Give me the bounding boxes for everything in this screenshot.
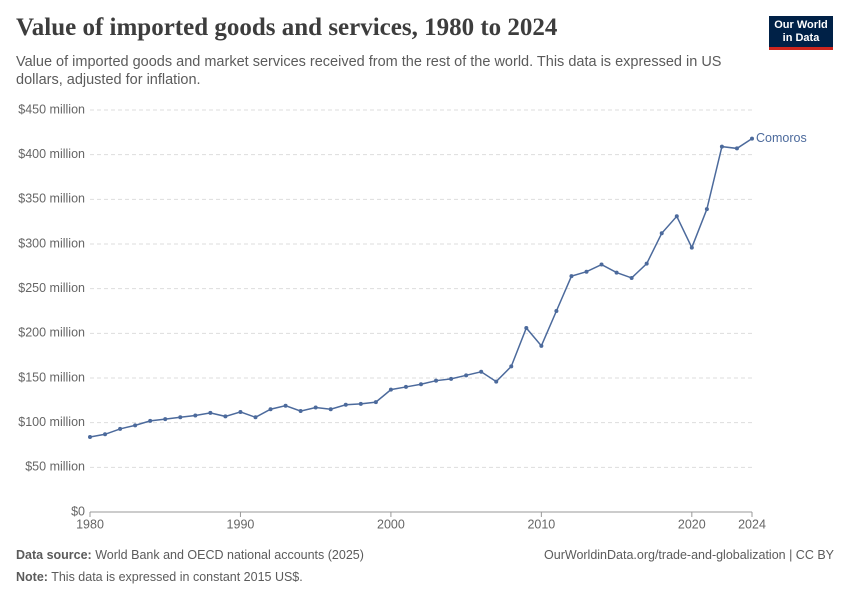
y-tick-label: $300 million (18, 236, 85, 250)
source-text: World Bank and OECD national accounts (2… (95, 548, 364, 562)
point (118, 426, 123, 431)
point (539, 343, 544, 348)
logo-line: Our World (774, 19, 828, 31)
x-tick-label: 2024 (738, 517, 766, 531)
x-tick-label: 2010 (527, 517, 555, 531)
point (208, 410, 213, 415)
point (614, 270, 619, 275)
x-tick-label: 1980 (76, 517, 104, 531)
point (268, 407, 273, 412)
logo[interactable]: Our World in Data (769, 16, 833, 50)
point (328, 407, 333, 412)
point (584, 269, 589, 274)
point (388, 387, 393, 392)
point (283, 403, 288, 408)
source-label: Data source: (16, 548, 92, 562)
chart-title: Value of imported goods and services, 19… (16, 14, 558, 41)
point (479, 369, 484, 374)
y-tick-label: $200 million (18, 326, 85, 340)
chart-subtitle: Value of imported goods and market servi… (16, 54, 722, 88)
point (629, 275, 634, 280)
point (193, 413, 198, 418)
point (719, 144, 724, 149)
note: Note: This data is expressed in constant… (16, 570, 303, 584)
point (524, 325, 529, 330)
y-tick-label: $50 million (25, 460, 85, 474)
point (148, 418, 153, 423)
url[interactable]: OurWorldinData.org/trade-and-globalizati… (544, 548, 834, 562)
point (103, 432, 108, 437)
point (88, 434, 92, 439)
point (373, 400, 378, 405)
y-tick-label: $450 million (18, 102, 85, 116)
point (569, 274, 574, 279)
point (644, 261, 649, 266)
point (599, 262, 604, 267)
x-tick-label: 2000 (377, 517, 405, 531)
point (313, 405, 318, 410)
series-label: Comoros (756, 131, 807, 145)
logo-line: in Data (782, 32, 820, 44)
point (494, 379, 499, 384)
point (464, 373, 469, 378)
point (403, 384, 408, 389)
point (750, 136, 754, 141)
point (674, 214, 679, 219)
line (89, 137, 753, 438)
y-tick-label: $250 million (18, 281, 85, 295)
point (163, 417, 168, 422)
point (554, 309, 559, 313)
x-tick-label: 1990 (227, 517, 255, 531)
point (133, 423, 138, 428)
point (449, 376, 454, 381)
y-tick-label: $400 million (18, 147, 85, 161)
point (419, 382, 423, 387)
note-text: This data is expressed in constant 2015 … (51, 570, 303, 584)
y-tick-label: $100 million (18, 415, 85, 429)
chart: $0 $50 million $100 million $150 million $20… (18, 102, 807, 531)
y-tick-label: $0 (71, 504, 85, 518)
point (358, 401, 363, 406)
point (434, 378, 439, 383)
point (734, 146, 739, 151)
note-label: Note: (16, 570, 48, 584)
point (223, 414, 228, 419)
x-tick-label: 2020 (678, 517, 706, 531)
point (178, 415, 183, 420)
point (343, 402, 348, 407)
point (704, 207, 709, 212)
y-tick-label: $150 million (18, 370, 85, 384)
point (253, 415, 258, 420)
point (689, 245, 694, 250)
source: Data source: World Bank and OECD nationa… (16, 548, 364, 562)
point (509, 364, 514, 369)
y-tick-label: $350 million (18, 192, 85, 206)
point (298, 409, 303, 414)
point (238, 409, 243, 414)
point (659, 231, 664, 236)
